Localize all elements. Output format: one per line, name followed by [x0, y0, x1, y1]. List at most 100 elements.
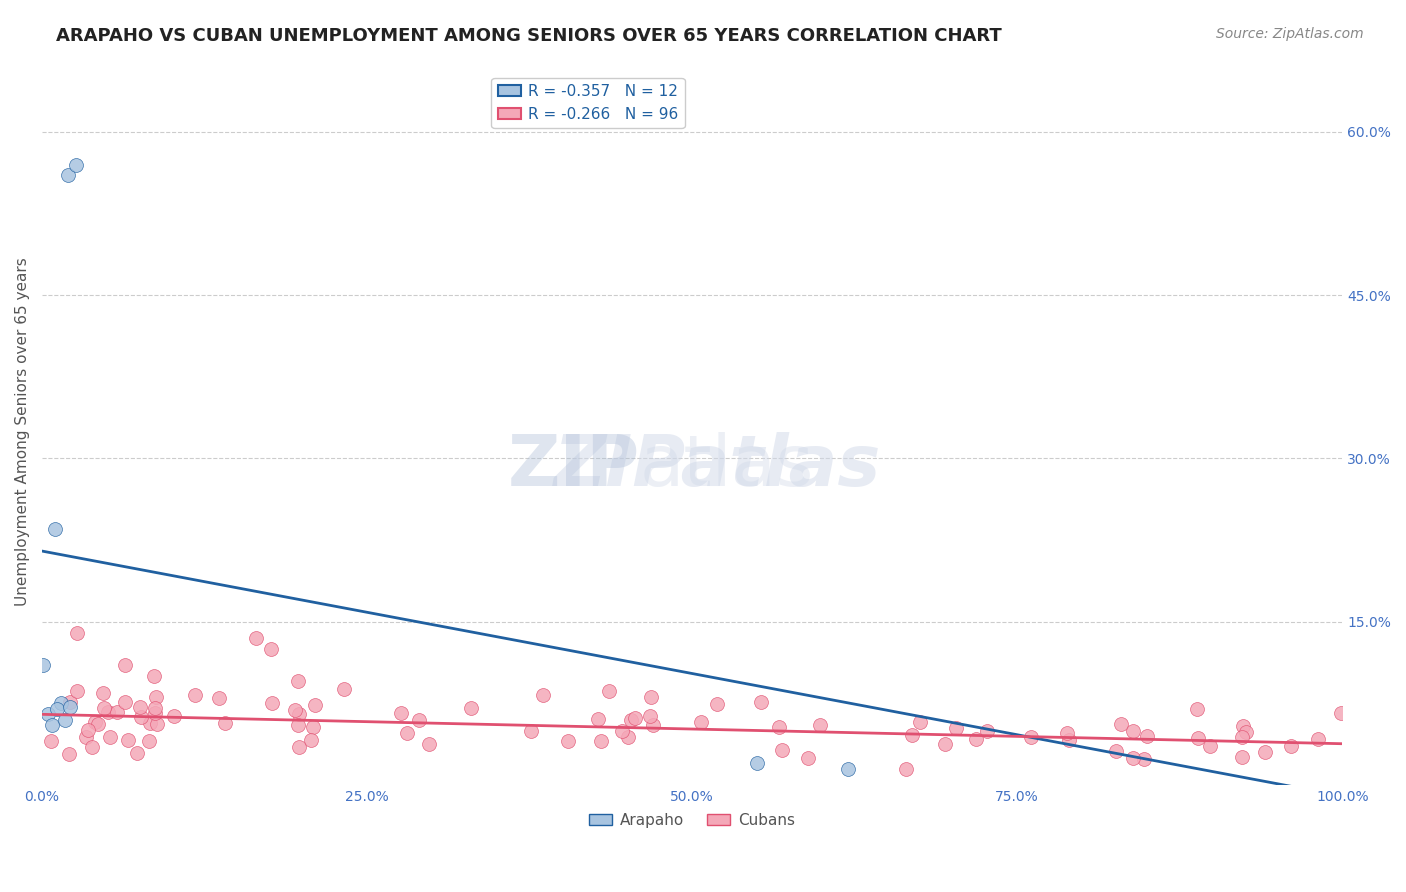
- Legend: Arapaho, Cubans: Arapaho, Cubans: [583, 807, 801, 834]
- Point: [114, 695, 136, 709]
- Point: [129, 710, 152, 724]
- Point: [624, 711, 647, 725]
- Point: [39, 734, 62, 748]
- Y-axis label: Unemployment Among Seniors over 65 years: Unemployment Among Seniors over 65 years: [15, 257, 30, 606]
- Point: [1187, 701, 1209, 715]
- Point: [66, 683, 89, 698]
- Point: [145, 690, 167, 704]
- Point: [1234, 724, 1257, 739]
- Point: [299, 732, 322, 747]
- Text: ARAPAHO VS CUBAN UNEMPLOYMENT AMONG SENIORS OVER 65 YEARS CORRELATION CHART: ARAPAHO VS CUBAN UNEMPLOYMENT AMONG SENI…: [56, 27, 1002, 45]
- Point: [32, 658, 55, 673]
- Point: [87, 717, 110, 731]
- Point: [51, 697, 73, 711]
- Point: [389, 706, 412, 720]
- Point: [1132, 752, 1154, 766]
- Point: [97, 706, 120, 720]
- Point: [44, 522, 66, 536]
- Point: [58, 747, 80, 761]
- Point: [395, 726, 418, 740]
- Point: [287, 718, 309, 732]
- Point: [945, 722, 967, 736]
- Point: [66, 625, 89, 640]
- Point: [586, 713, 609, 727]
- Text: atlas: atlas: [640, 432, 814, 501]
- Point: [129, 699, 152, 714]
- Point: [1021, 730, 1043, 744]
- Point: [1306, 732, 1329, 747]
- Point: [82, 739, 104, 754]
- Point: [65, 157, 87, 171]
- Point: [418, 737, 440, 751]
- Point: [287, 674, 309, 689]
- Point: [768, 720, 790, 734]
- Point: [184, 688, 207, 702]
- Point: [260, 642, 283, 657]
- Point: [53, 713, 76, 727]
- Point: [770, 743, 793, 757]
- Text: Source: ZipAtlas.com: Source: ZipAtlas.com: [1216, 27, 1364, 41]
- Point: [1122, 724, 1144, 739]
- Point: [749, 695, 772, 709]
- Point: [163, 709, 186, 723]
- Point: [934, 737, 956, 751]
- Point: [59, 699, 82, 714]
- Point: [105, 706, 128, 720]
- Point: [810, 718, 832, 732]
- Point: [1056, 726, 1078, 740]
- Point: [245, 631, 267, 645]
- Point: [302, 719, 325, 733]
- Point: [1109, 717, 1132, 731]
- Point: [894, 762, 917, 776]
- Point: [59, 695, 82, 709]
- Point: [965, 731, 987, 746]
- Point: [689, 714, 711, 729]
- Point: [127, 746, 149, 760]
- Point: [617, 731, 640, 745]
- Point: [114, 658, 136, 673]
- Point: [1122, 750, 1144, 764]
- Point: [1279, 739, 1302, 753]
- Point: [76, 723, 98, 737]
- Point: [117, 732, 139, 747]
- Point: [1187, 731, 1209, 745]
- Point: [138, 734, 160, 748]
- Point: [557, 734, 579, 748]
- Point: [638, 709, 661, 723]
- Point: [75, 730, 97, 744]
- Point: [139, 715, 162, 730]
- Point: [284, 703, 307, 717]
- Point: [214, 716, 236, 731]
- Point: [745, 756, 768, 771]
- Point: [837, 762, 859, 776]
- Point: [1136, 729, 1159, 743]
- Point: [531, 688, 554, 702]
- Point: [598, 683, 620, 698]
- Point: [262, 696, 284, 710]
- Point: [1230, 730, 1253, 744]
- Point: [143, 701, 166, 715]
- Point: [37, 707, 59, 722]
- Point: [520, 724, 543, 739]
- Point: [304, 698, 326, 713]
- Text: ZIP: ZIP: [508, 432, 640, 501]
- Point: [640, 690, 662, 704]
- Point: [41, 718, 63, 732]
- Point: [143, 669, 166, 683]
- Point: [1199, 739, 1222, 754]
- Text: ZIPatlas: ZIPatlas: [554, 432, 882, 501]
- Point: [643, 717, 665, 731]
- Point: [208, 691, 231, 706]
- Point: [408, 713, 430, 727]
- Point: [56, 169, 79, 183]
- Point: [908, 714, 931, 729]
- Point: [1105, 744, 1128, 758]
- Point: [46, 702, 69, 716]
- Point: [333, 682, 356, 697]
- Point: [460, 701, 482, 715]
- Point: [706, 697, 728, 711]
- Point: [146, 717, 169, 731]
- Point: [589, 734, 612, 748]
- Point: [1254, 745, 1277, 759]
- Point: [612, 723, 634, 738]
